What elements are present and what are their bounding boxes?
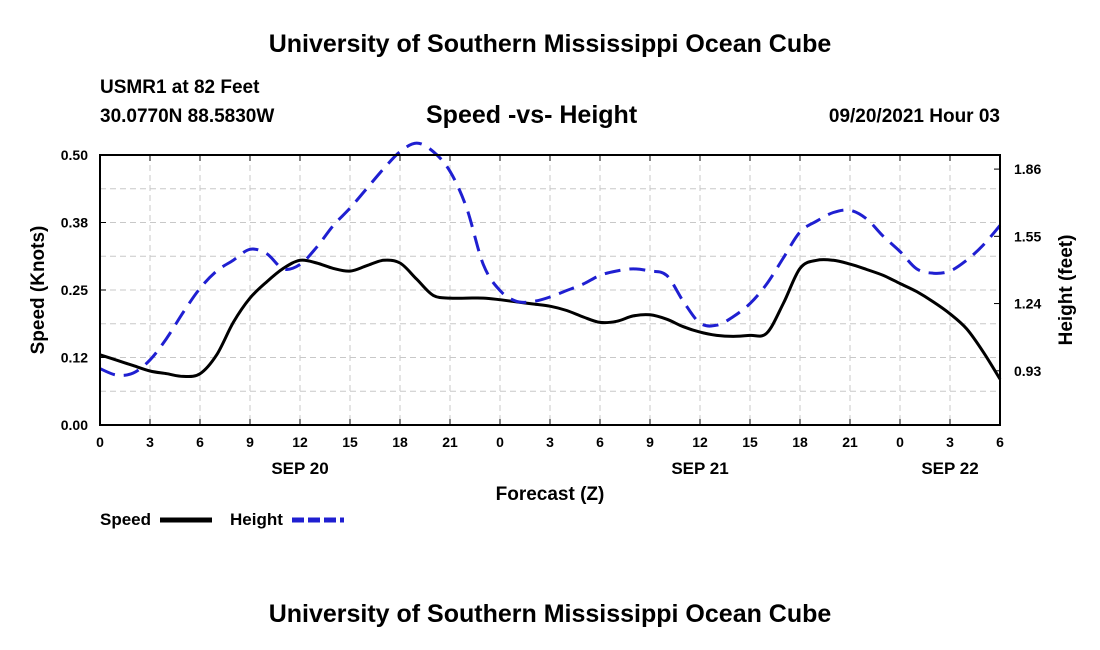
x-tick-label: 12 (692, 434, 708, 450)
legend-label-height: Height (230, 510, 283, 529)
x-tick-label: 6 (596, 434, 604, 450)
chart-subtitle: Speed -vs- Height (426, 101, 638, 129)
top-title: University of Southern Mississippi Ocean… (268, 30, 832, 58)
x-tick-label: 0 (496, 434, 504, 450)
bottom-title: University of Southern Mississippi Ocean… (268, 600, 832, 628)
coordinates-label: 30.0770N 88.5830W (100, 106, 275, 127)
x-tick-label: 3 (546, 434, 554, 450)
date-label: SEP 21 (671, 459, 728, 478)
x-tick-label: 0 (896, 434, 904, 450)
x-tick-label: 3 (146, 434, 154, 450)
y-axis-label: Speed (Knots) (28, 226, 49, 355)
x-tick-label: 15 (342, 434, 358, 450)
x-tick-label: 0 (96, 434, 104, 450)
y-tick-label: 0.38 (61, 215, 88, 231)
y2-tick-label: 1.86 (1014, 161, 1041, 177)
x-tick-label: 18 (792, 434, 808, 450)
x-tick-label: 3 (946, 434, 954, 450)
station-label: USMR1 at 82 Feet (100, 77, 260, 98)
x-tick-label: 9 (646, 434, 654, 450)
x-tick-label: 21 (442, 434, 458, 450)
x-tick-label: 9 (246, 434, 254, 450)
x-tick-label: 6 (996, 434, 1004, 450)
legend-label-speed: Speed (100, 510, 151, 529)
y2-tick-label: 1.55 (1014, 228, 1041, 244)
y2-axis-label: Height (feet) (1056, 235, 1077, 346)
grid-lines (100, 155, 1000, 425)
y-tick-label: 0.12 (61, 350, 88, 366)
x-tick-label: 12 (292, 434, 308, 450)
y-tick-label: 0.50 (61, 147, 88, 163)
series-line-speed (99, 258, 1002, 380)
x-tick-label: 21 (842, 434, 858, 450)
x-tick-label: 18 (392, 434, 408, 450)
legend: Speed Height (100, 510, 344, 529)
y-tick-label: 0.25 (61, 282, 88, 298)
y-tick-label: 0.00 (61, 417, 88, 433)
x-tick-label: 6 (196, 434, 204, 450)
series-layer (99, 141, 1002, 380)
x-axis-label: Forecast (Z) (496, 484, 605, 505)
date-label: SEP 22 (921, 459, 978, 478)
x-tick-label: 15 (742, 434, 758, 450)
datetime-label: 09/20/2021 Hour 03 (828, 106, 1000, 127)
series-line-height (99, 141, 1002, 377)
y2-tick-label: 1.24 (1014, 296, 1041, 312)
date-label: SEP 20 (271, 459, 328, 478)
y2-tick-label: 0.93 (1014, 363, 1041, 379)
axis-ticks: 0 3 6 9 12 15 18 21 0 3 6 9 12 15 18 21 0 3 6 SEP 20 SEP 21 S… (61, 147, 1042, 478)
